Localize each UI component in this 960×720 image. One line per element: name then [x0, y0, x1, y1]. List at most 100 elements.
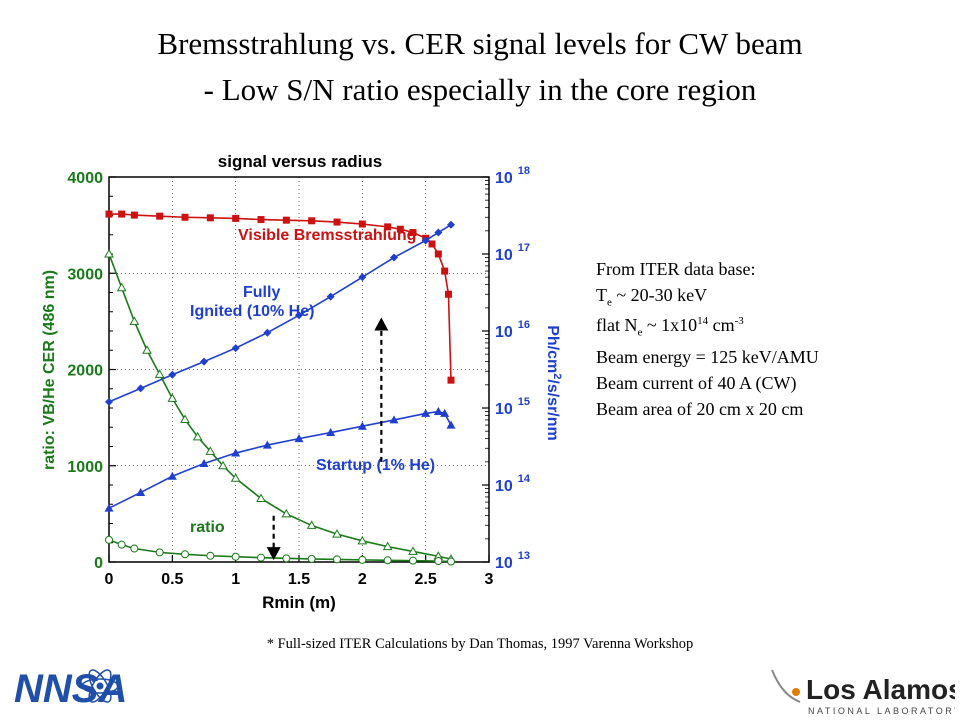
- point-startup: [446, 420, 456, 429]
- point-brems: [118, 210, 126, 218]
- y-right-label-exp: 2: [551, 373, 563, 379]
- info-line-1: From ITER data base:: [596, 259, 756, 279]
- point-brems: [308, 217, 316, 225]
- point-ratio-triangle: [205, 446, 216, 455]
- arrow-head-down: [266, 547, 281, 561]
- point-brems: [396, 225, 404, 233]
- point-brems: [181, 213, 189, 221]
- point-fully: [295, 311, 303, 320]
- info-line-te: Te ~ 20-30 keV: [596, 285, 708, 309]
- y-right-axis-label: Ph/cm2/s/sr/nm: [544, 325, 563, 441]
- point-ratio-triangle: [408, 546, 418, 555]
- y-right-tick-label: 10 18: [495, 165, 530, 187]
- point-ratio-triangle: [129, 316, 140, 325]
- atom-icon: [81, 669, 119, 703]
- los-alamos-swoosh-icon: [771, 669, 801, 703]
- point-ratio-triangle: [281, 508, 292, 518]
- point-startup: [389, 415, 399, 424]
- point-brems: [232, 214, 240, 222]
- point-ratio-circle: [130, 544, 139, 553]
- point-ratio-triangle: [382, 541, 393, 551]
- x-axis-label: Rmin (m): [262, 593, 336, 612]
- point-startup: [136, 487, 146, 496]
- point-fully: [136, 384, 145, 393]
- point-ratio-circle: [257, 553, 265, 562]
- y-left-tick-label: 3000: [67, 266, 103, 283]
- point-ratio-circle: [181, 550, 189, 559]
- info-line-6: Beam area of 20 cm x 20 cm: [596, 399, 804, 419]
- point-ratio-circle: [434, 557, 443, 566]
- point-fully: [105, 397, 113, 406]
- x-tick-label: 2.5: [415, 571, 437, 588]
- x-tick-label: 1.5: [288, 571, 310, 588]
- point-ratio-triangle: [116, 282, 127, 292]
- point-fully: [200, 357, 208, 366]
- chart-arrows: [266, 317, 389, 561]
- point-ratio-circle: [383, 556, 392, 565]
- point-startup: [326, 428, 336, 437]
- point-ratio-triangle: [104, 248, 114, 258]
- point-startup: [433, 407, 443, 416]
- point-startup: [262, 440, 272, 449]
- chart-series: [104, 210, 456, 566]
- point-ratio-triangle: [357, 535, 368, 545]
- point-ratio-circle: [231, 552, 240, 561]
- nnsa-logo: NNSA: [14, 667, 127, 711]
- point-ratio-circle: [155, 548, 164, 557]
- point-brems: [409, 229, 417, 237]
- x-tick-label: 2: [358, 571, 367, 588]
- series-line-3: [108, 253, 452, 560]
- point-brems: [206, 214, 214, 222]
- point-ratio-triangle: [167, 393, 178, 402]
- annotation-ignited: Ignited (10% He): [190, 303, 314, 320]
- y-left-tick-label: 0: [94, 555, 103, 572]
- point-fully: [168, 370, 177, 379]
- point-ratio-triangle: [230, 473, 241, 482]
- point-fully: [358, 273, 367, 282]
- point-ratio-circle: [117, 540, 126, 549]
- point-ratio-triangle: [180, 414, 190, 424]
- x-tick-label: 0.5: [161, 571, 183, 588]
- point-ratio-circle: [105, 535, 113, 544]
- point-fully: [231, 344, 240, 353]
- point-fully: [263, 328, 272, 337]
- point-fully: [326, 292, 335, 301]
- annotation-startup: Startup (1% He): [316, 457, 435, 474]
- point-brems: [282, 216, 290, 224]
- los-alamos-wordmark: Los Alamos: [806, 674, 955, 705]
- point-startup: [294, 434, 304, 443]
- y-left-tick-label: 4000: [67, 170, 103, 187]
- point-fully: [447, 220, 455, 229]
- x-tick-label: 1: [231, 571, 240, 588]
- point-brems: [434, 250, 442, 258]
- national-laboratory-text: NATIONAL LABORATORY: [808, 706, 955, 716]
- point-brems: [105, 210, 113, 218]
- point-brems: [358, 220, 366, 228]
- point-startup: [231, 448, 241, 457]
- point-brems: [257, 216, 265, 224]
- point-ratio-triangle: [192, 431, 203, 441]
- point-brems: [441, 267, 449, 275]
- point-brems: [156, 212, 164, 220]
- point-ratio-triangle: [142, 345, 152, 354]
- slide-title-line2: - Low S/N ratio especially in the core r…: [203, 72, 757, 107]
- point-ratio-circle: [447, 557, 455, 566]
- point-brems: [428, 240, 436, 248]
- point-brems: [130, 211, 138, 219]
- x-tick-label: 0: [105, 571, 114, 588]
- slide-title-line1: Bremsstrahlung vs. CER signal levels for…: [157, 26, 803, 61]
- y-right-tick-label: 10 17: [495, 242, 530, 264]
- los-alamos-logo: Los Alamos NATIONAL LABORATORY: [771, 669, 955, 716]
- info-line-5: Beam current of 40 A (CW): [596, 373, 797, 393]
- point-ratio-triangle: [218, 460, 228, 470]
- y-left-tick-label: 1000: [67, 459, 103, 476]
- y-right-tick-label: 10 15: [495, 396, 530, 418]
- y-right-label-tail: /s/sr/nm: [544, 379, 561, 440]
- point-ratio-circle: [333, 555, 341, 564]
- point-brems: [444, 290, 452, 298]
- point-startup: [357, 421, 367, 430]
- annotation-ratio: ratio: [190, 519, 225, 536]
- point-ratio-triangle: [332, 529, 342, 538]
